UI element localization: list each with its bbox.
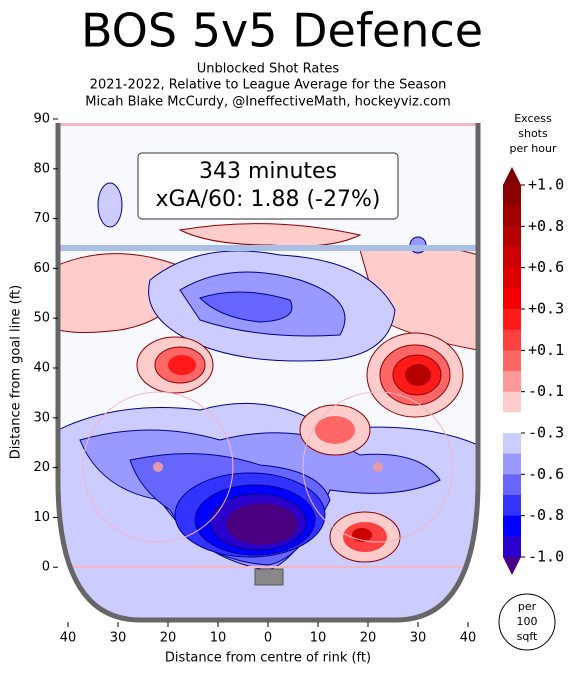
colorbar-band [503,453,521,475]
colorbar-band [503,474,521,496]
colorbar-band [503,247,521,269]
colorbar-band [503,267,521,289]
x-axis-label: Distance from centre of rink (ft) [165,651,371,666]
annotation: 343 minutes [199,159,337,184]
colorbar-band [503,495,521,517]
colorbar-tick-label: -0.6 [528,465,564,483]
colorbar-band [503,205,521,227]
colorbar-band [503,391,521,413]
colorbar-band [503,226,521,248]
y-tick-label: 90 [33,112,50,127]
x-tick-label: 10 [310,631,327,646]
y-tick-label: 80 [33,161,50,176]
unit-badge-text: per [518,600,537,613]
y-tick-label: 40 [33,361,50,376]
colorbar-tick-label: -0.8 [528,506,564,524]
subtitle: Micah Blake McCurdy, @IneffectiveMath, h… [85,95,451,110]
colorbar-band [503,329,521,351]
colorbar-band [503,288,521,310]
colorbar-tick-label: +0.6 [528,258,564,276]
colorbar-tick-label: +1.0 [528,176,564,194]
x-tick-label: 30 [410,631,427,646]
annotation-box [137,152,399,220]
y-tick-label: 60 [33,261,50,276]
colorbar-tick-label: +0.8 [528,217,564,235]
subtitle: 2021-2022, Relative to League Average fo… [90,78,447,93]
colorbar-band [503,185,521,207]
y-tick-label: 20 [33,460,50,475]
x-tick-label: 40 [60,631,77,646]
y-tick-label: 10 [33,510,50,525]
x-tick-label: 20 [160,631,177,646]
colorbar-title: per hour [510,142,557,155]
colorbar-tick-label: -1.0 [528,548,564,566]
subtitle: Unblocked Shot Rates [197,62,340,77]
colorbar-arrow [503,167,521,185]
colorbar-tick-label: +0.1 [528,341,564,359]
colorbar-band [503,536,521,558]
colorbar-band [503,433,521,455]
colorbar-band [503,515,521,537]
colorbar-tick-label: +0.3 [528,300,564,318]
colorbar-title: shots [518,127,548,140]
colorbar-title: Excess [514,112,552,125]
colorbar-arrow [503,557,521,575]
colorbar-band [503,309,521,331]
x-tick-label: 10 [210,631,227,646]
unit-badge-text: 100 [517,615,538,628]
annotation: xGA/60: 1.88 (-27%) [156,187,381,212]
colorbar-band [503,412,521,434]
y-tick-label: 0 [42,560,50,575]
colorbar-tick-label: -0.1 [528,382,564,400]
y-tick-label: 70 [33,211,50,226]
unit-badge-text: sqft [517,630,538,643]
y-tick-label: 30 [33,410,50,425]
colorbar-band [503,371,521,393]
x-tick-label: 20 [360,631,377,646]
chart-title: BOS 5v5 Defence [81,4,483,58]
x-tick-label: 40 [460,631,477,646]
colorbar-tick-label: -0.3 [528,424,564,442]
x-tick-label: 30 [110,631,127,646]
unit-badge [498,593,556,651]
x-tick-label: 0 [264,631,272,646]
colorbar-band [503,350,521,372]
y-axis-label: Distance from goal line (ft) [9,285,24,459]
y-tick-label: 50 [33,311,50,326]
